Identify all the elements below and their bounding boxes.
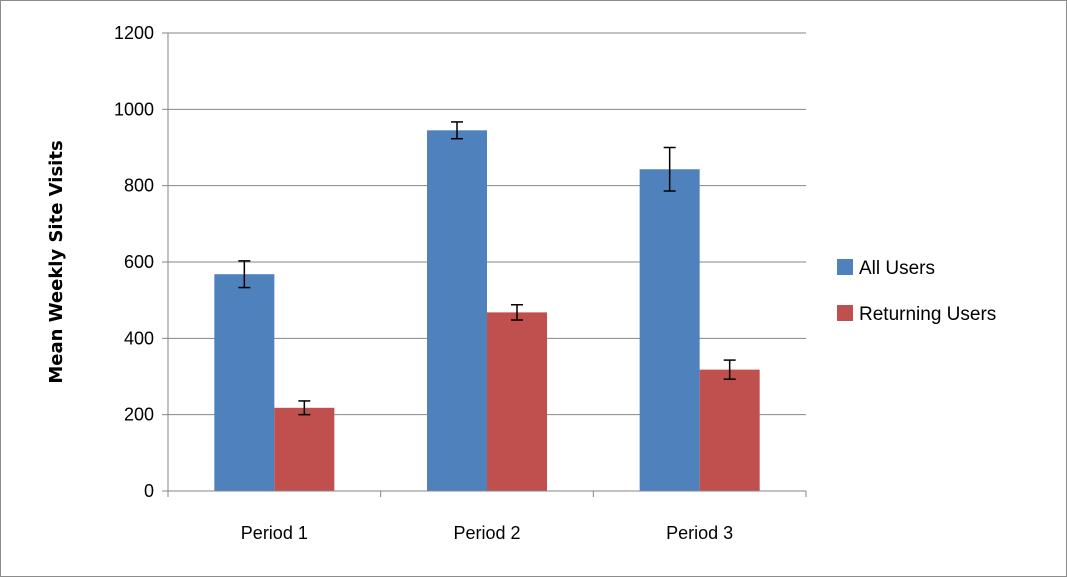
legend-label: Returning Users [859, 304, 996, 325]
bar [487, 312, 547, 491]
error-bar [298, 400, 311, 416]
y-tick-label: 1200 [114, 23, 154, 43]
error-bar [451, 121, 463, 140]
legend: All Users Returning Users [837, 258, 996, 325]
legend-swatch [837, 259, 853, 275]
bar [214, 274, 275, 491]
error-bar [723, 359, 736, 380]
y-tick-label: 200 [124, 405, 154, 425]
legend-swatch [837, 305, 853, 321]
x-tick-label: Period 1 [241, 523, 308, 543]
error-bar [238, 260, 251, 289]
y-tick-label: 400 [124, 328, 154, 348]
error-bars [238, 121, 736, 416]
x-tick-label: Period 2 [453, 523, 520, 543]
x-tick-label: Period 3 [666, 523, 733, 543]
y-tick-label: 0 [144, 481, 154, 501]
y-tick-label: 800 [124, 176, 154, 196]
bar [699, 369, 760, 491]
bar [639, 169, 700, 491]
y-axis-label: Mean Weekly Site Visits [46, 140, 67, 383]
y-tick-label: 1000 [114, 99, 154, 119]
y-axis-ticks: 0 200 400 600 800 1000 1200 [114, 23, 168, 501]
x-axis-ticks: Period 1 Period 2 Period 3 [167, 491, 807, 543]
bar [427, 130, 487, 491]
y-tick-label: 600 [124, 252, 154, 272]
error-bar [663, 146, 676, 192]
legend-label: All Users [859, 258, 935, 279]
bars [214, 130, 760, 491]
error-bar [511, 303, 523, 321]
bar [274, 407, 335, 491]
